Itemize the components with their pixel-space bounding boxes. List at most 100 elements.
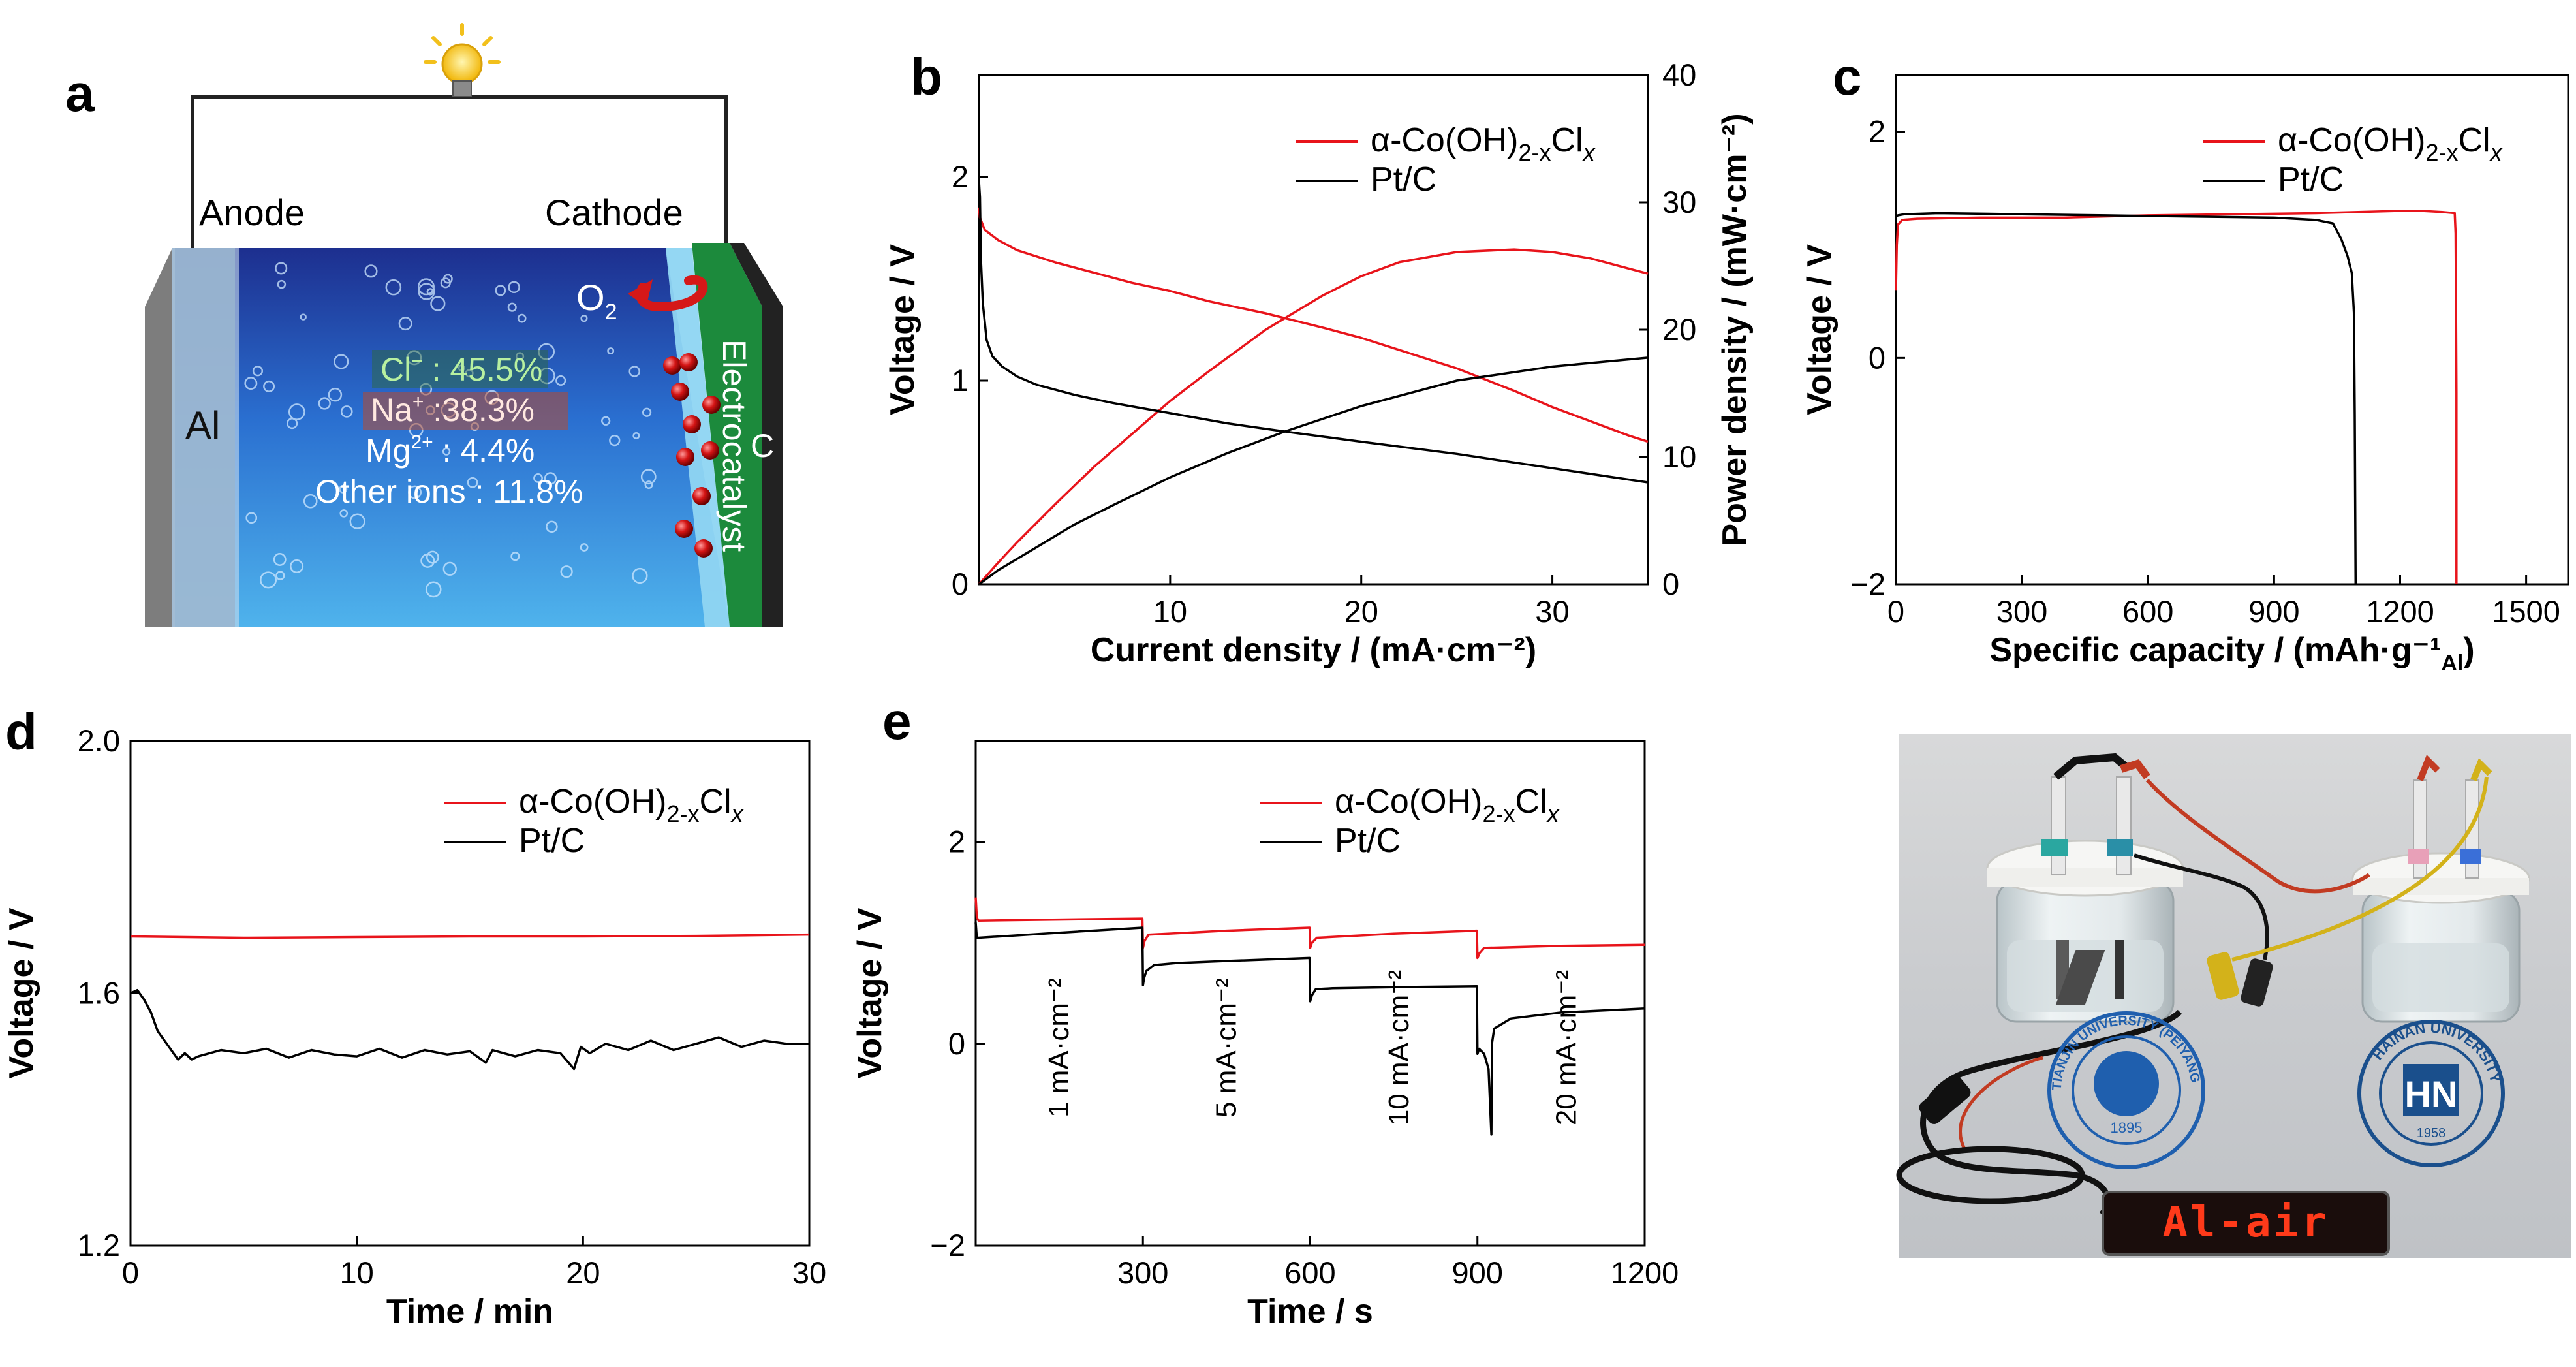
- bubble: [632, 432, 640, 440]
- chart-e-rate-performance: 300 600 900 1200 −2 0 2 Time / s Voltage / V 1 mA…: [851, 740, 1679, 1330]
- b-xtick-label: 20: [1344, 594, 1378, 629]
- e-annotation: 10 mA·cm⁻²: [1383, 970, 1415, 1125]
- e-xlabel: Time / s: [1247, 1293, 1373, 1330]
- d-legend-label-1: α-Co(OH)2-xClx: [519, 783, 745, 827]
- b-series-power-cooh: [978, 248, 1649, 586]
- bubble: [420, 553, 435, 568]
- d-ytick-label: 2.0: [78, 723, 120, 758]
- panel-label-a: a: [65, 64, 95, 122]
- oxygen-ball: [679, 353, 698, 371]
- e-annotation: 20 mA·cm⁻²: [1550, 970, 1582, 1125]
- b-ytick-label: 2: [952, 159, 969, 194]
- c-xtick-label: 900: [2248, 594, 2299, 629]
- bubble: [385, 279, 402, 296]
- bubble: [642, 407, 652, 417]
- svg-text:HN: HN: [2405, 1073, 2458, 1114]
- anode-side: [145, 248, 172, 627]
- e-xtick-label: 1200: [1611, 1255, 1679, 1290]
- bubble: [607, 347, 615, 354]
- bubble: [442, 447, 451, 456]
- panel-label-c: c: [1833, 48, 1862, 106]
- e-xtick-label: 300: [1117, 1255, 1168, 1290]
- b-y2tick-label: 0: [1662, 567, 1679, 601]
- d-xtick-label: 30: [792, 1255, 826, 1290]
- bubble: [398, 317, 412, 331]
- b-series-voltage-ptc: [978, 181, 1649, 484]
- bubble: [287, 418, 298, 430]
- e-ytick-label: −2: [930, 1228, 965, 1263]
- bubble: [418, 283, 435, 300]
- e-xtick-label: 900: [1452, 1255, 1503, 1290]
- carbon-layer: [730, 243, 783, 627]
- c-xtick-label: 1200: [2366, 594, 2434, 629]
- bubble: [300, 313, 307, 321]
- electrocatalyst-label: Electrocatalyst: [716, 339, 753, 552]
- bubble: [495, 285, 506, 296]
- oxygen-ball: [683, 415, 701, 433]
- bubble: [515, 352, 525, 361]
- bubble: [465, 369, 474, 378]
- bubble: [442, 561, 457, 576]
- oxygen-ball: [676, 448, 694, 466]
- b-xtick-label: 10: [1153, 594, 1187, 629]
- d-series-cooh: [130, 933, 810, 939]
- battery-schematic: O2 Anode Cathode Al C Electrocatalyst Cl…: [145, 23, 783, 627]
- panel-label-d: d: [5, 702, 37, 761]
- cathode-label: Cathode: [545, 192, 683, 233]
- b-series-voltage-cooh: [978, 207, 1649, 443]
- d-series-ptc: [130, 988, 809, 1071]
- bubble: [288, 403, 305, 420]
- ion-mg-pct: : 4.4%: [433, 432, 535, 469]
- b-y2tick-label: 30: [1662, 185, 1696, 219]
- svg-text:Na+ :38.3%: Na+ :38.3%: [371, 391, 535, 428]
- e-series-cooh: [974, 897, 1645, 960]
- svg-text:1958: 1958: [2417, 1126, 2446, 1140]
- bubble: [580, 315, 588, 322]
- ion-na-pct: :38.3%: [424, 392, 535, 428]
- bubble: [275, 571, 285, 580]
- hainan-university-logo: HAINAN UNIVERSITY HN 1958: [2357, 1020, 2505, 1167]
- electrolyte: [175, 248, 730, 627]
- led-text: Al-air: [2162, 1199, 2329, 1247]
- ion-cl: Cl: [380, 351, 411, 388]
- bubble: [260, 571, 277, 589]
- bubble: [245, 512, 258, 524]
- c-ytick-label: −2: [1850, 567, 1885, 601]
- svg-text:1895: 1895: [2111, 1120, 2143, 1136]
- svg-text:Mg2+ : 4.4%: Mg2+ : 4.4%: [365, 432, 535, 469]
- right-cell: [2055, 755, 2530, 1023]
- b-ytick-label: 1: [952, 363, 969, 398]
- bubble: [303, 494, 318, 509]
- bubble: [277, 279, 287, 289]
- svg-text:Cl− : 45.5%: Cl− : 45.5%: [380, 351, 542, 388]
- b-xlabel: Current density / (mA·cm⁻²): [1091, 631, 1536, 669]
- circuit-wire: [191, 95, 728, 274]
- b-series-power-ptc: [978, 356, 1649, 586]
- e-series-ptc: [974, 922, 1645, 1136]
- panel-label-e: e: [882, 692, 912, 750]
- svg-text:O2: O2: [576, 277, 617, 324]
- b-xtick-label: 30: [1535, 594, 1569, 629]
- bubble: [546, 520, 558, 533]
- e-xtick-label: 600: [1284, 1255, 1335, 1290]
- e-ytick-label: 0: [948, 1026, 965, 1061]
- bubble: [467, 477, 478, 488]
- bubble: [339, 509, 349, 518]
- ion-other-pct: : 11.8%: [466, 473, 583, 510]
- svg-text:Other ions : 11.8%: Other ions : 11.8%: [315, 473, 583, 510]
- bubble: [609, 435, 621, 447]
- bubble: [349, 513, 365, 529]
- c-series-ptc: [1895, 212, 2357, 585]
- c-ylabel: Voltage / V: [1801, 244, 1839, 415]
- gas-diffusion-layer: [692, 243, 762, 627]
- ion-composition: Cl− : 45.5% Na+ :38.3% Mg2+ : 4.4% Other…: [315, 350, 583, 510]
- bubble: [510, 552, 520, 561]
- bubble: [538, 367, 555, 385]
- e-legend-label-2: Pt/C: [1335, 822, 1401, 860]
- bubble: [507, 302, 517, 312]
- d-xtick-label: 10: [340, 1255, 374, 1290]
- bubble: [407, 350, 422, 366]
- bubble: [533, 473, 543, 483]
